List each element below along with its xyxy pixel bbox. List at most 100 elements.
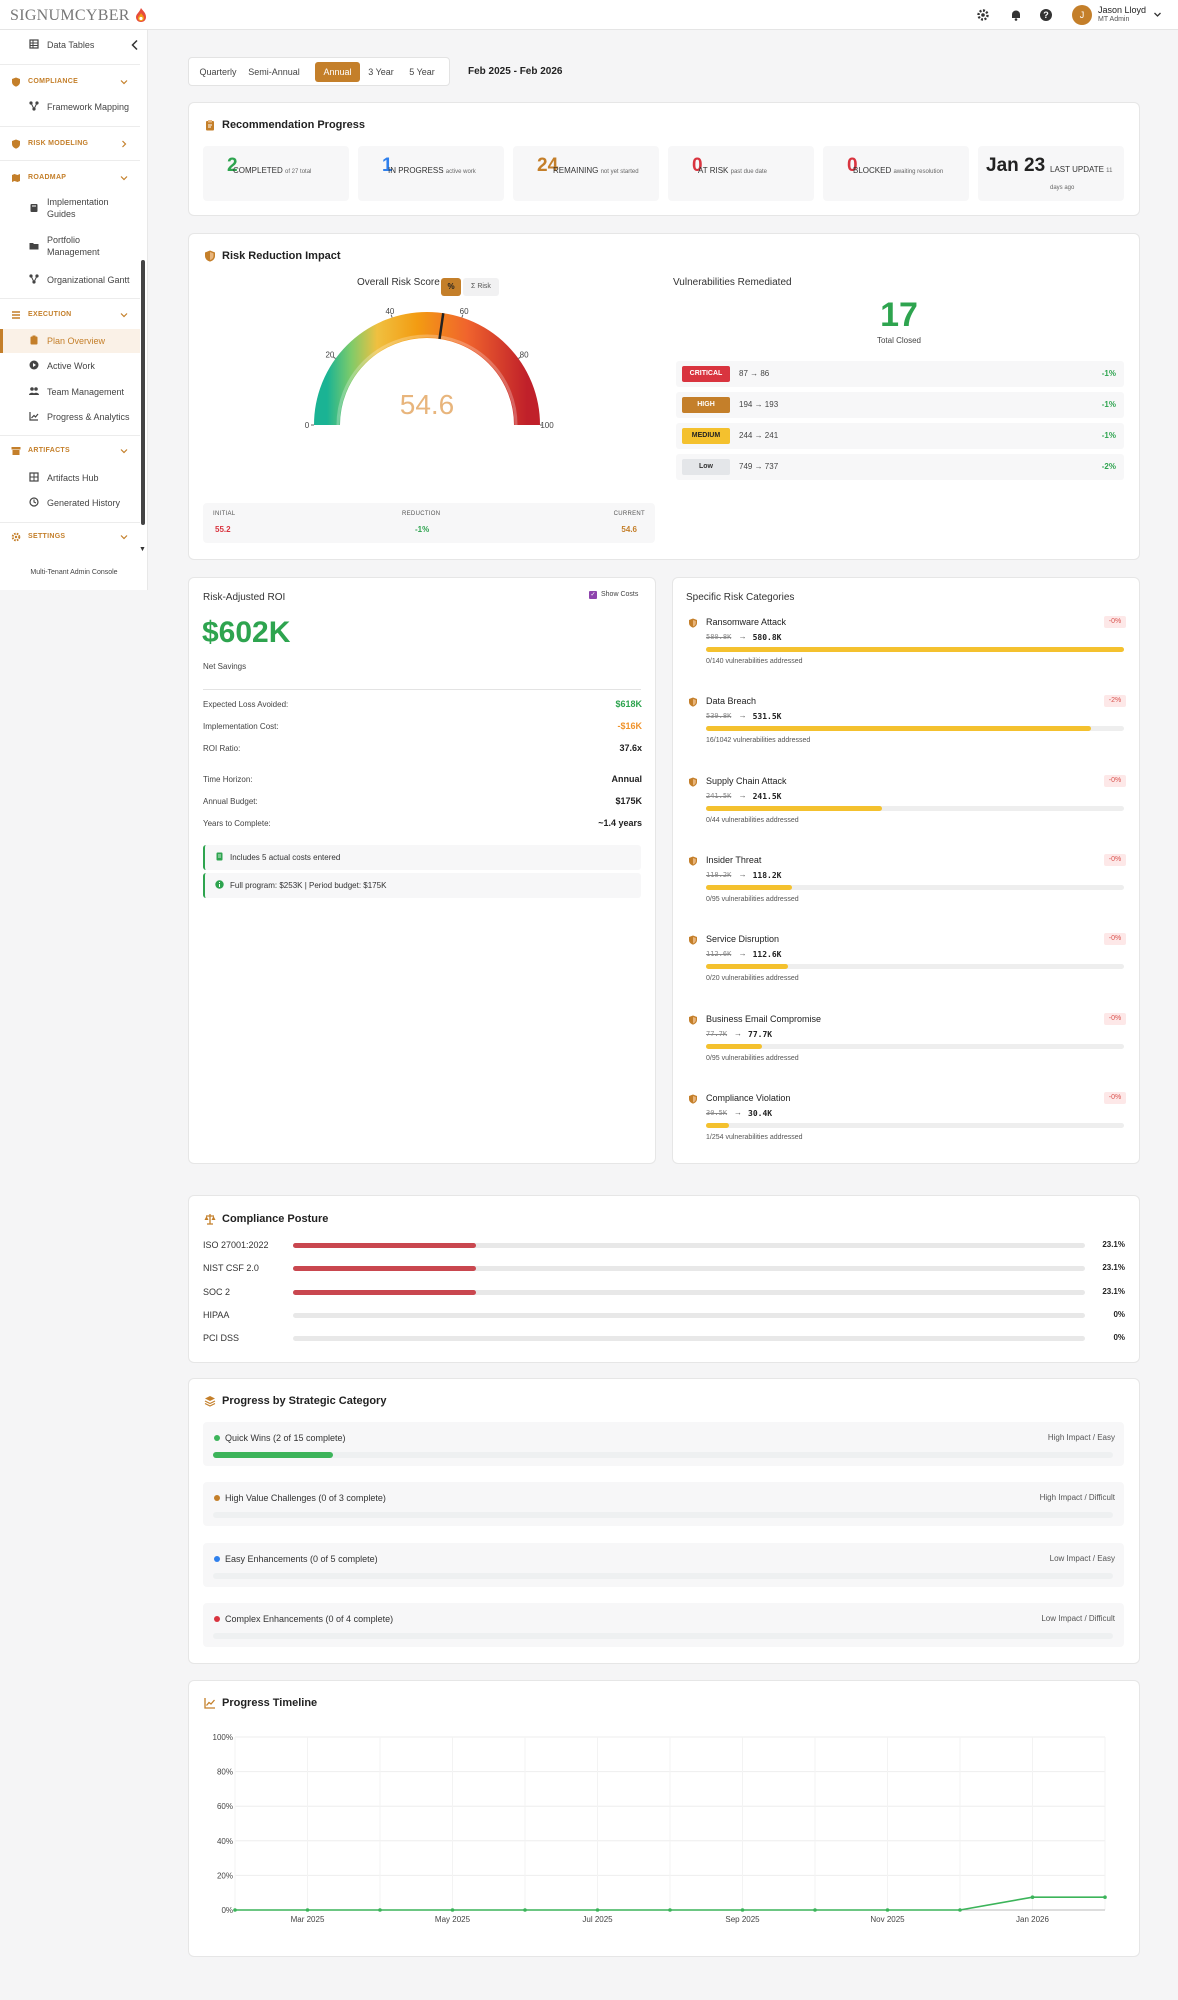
period-3-year-button[interactable]: 3 Year [368, 67, 394, 77]
sidebar-section-risk-modeling[interactable]: RISK MODELING [0, 134, 140, 154]
risk-toggle-button[interactable]: Σ Risk [463, 278, 499, 296]
sidebar-item-framework-mapping[interactable]: Framework Mapping [0, 95, 140, 119]
sidebar-item-progress-analytics[interactable]: Progress & Analytics [0, 405, 140, 429]
sidebar-item-implementation-guides[interactable]: Implementation Guides [0, 194, 140, 222]
divider [0, 298, 140, 299]
risk-category-count: 0/95 vulnerabilities addressed [706, 1054, 799, 1062]
sidebar-item-data-tables[interactable]: Data Tables [0, 33, 140, 57]
risk-categories-card [672, 577, 1140, 1164]
vulnerabilities-total: 17 [880, 296, 918, 334]
gear-icon[interactable] [976, 8, 990, 22]
risk-progress-track [706, 884, 1124, 890]
strategic-tag: Low Impact / Easy [1049, 1553, 1115, 1563]
sidebar-section-artifacts[interactable]: ARTIFACTS [0, 441, 140, 461]
collapse-sidebar-icon[interactable] [130, 39, 140, 51]
data-point [740, 1908, 745, 1912]
roi-row-label: Expected Loss Avoided: [203, 700, 289, 709]
strategic-track [213, 1572, 1113, 1579]
y-tick-label: 20% [217, 1871, 233, 1880]
scroll-down-icon[interactable]: ▼ [139, 546, 146, 553]
vulnerability-change: 749 → 737 [739, 462, 779, 471]
strategic-track [213, 1512, 1113, 1519]
compliance-name: PCI DSS [203, 1333, 240, 1344]
sidebar-item-plan-overview[interactable]: Plan Overview [0, 329, 140, 353]
period-annual-button[interactable]: Annual [315, 62, 360, 82]
sidebar-item-label: Active Work [47, 361, 95, 371]
data-point [378, 1908, 382, 1912]
sidebar-item-organizational-gantt[interactable]: Organizational Gantt [0, 268, 140, 292]
shield-icon [689, 856, 697, 866]
percent-toggle-button[interactable]: % [441, 278, 461, 296]
risk-progress-track [706, 647, 1124, 652]
sidebar-footer: Multi-Tenant Admin Console [30, 569, 118, 576]
risk-progress-track [706, 726, 1124, 732]
risk-category-item: Ransomware Attack -0% 580.8K → 580.8K 0/140 v… [686, 616, 1126, 688]
strategic-tag: High Impact / Difficult [1039, 1493, 1115, 1503]
risk-category-delta: -0% [1104, 1091, 1126, 1104]
costs-note: Includes 5 actual costs entered [203, 845, 641, 870]
checkbox-checked-icon[interactable]: ✓ [589, 591, 597, 599]
sidebar-item-generated-history[interactable]: Generated History [0, 491, 140, 515]
compliance-row: HIPAA 0% [203, 1309, 1125, 1323]
strategic-track [213, 1452, 1113, 1458]
data-point [233, 1908, 237, 1912]
sidebar-item-active-work[interactable]: Active Work [0, 354, 140, 378]
sidebar-section-execution[interactable]: EXECUTION [0, 305, 140, 325]
period-quarterly-button[interactable]: Quarterly [199, 67, 237, 77]
stat-label: LAST UPDATE 11 days ago [1050, 162, 1120, 196]
stat-sub: active work [445, 169, 476, 175]
stat-label-text: IN PROGRESS [388, 166, 446, 175]
gauge-summary: INITIAL 55.2 REDUCTION -1% CURRENT 54.6 [203, 503, 655, 543]
sidebar-section-roadmap[interactable]: ROADMAP [0, 168, 140, 188]
divider [0, 435, 140, 436]
compliance-posture-card [188, 1195, 1140, 1363]
period-semi-annual-button[interactable]: Semi-Annual [248, 67, 300, 77]
sidebar-section-settings[interactable]: SETTINGS [0, 527, 140, 547]
net-savings-label: Net Savings [203, 662, 247, 671]
risk-category-delta: -2% [1104, 695, 1126, 708]
strategic-name: High Value Challenges (0 of 3 complete) [225, 1493, 386, 1504]
show-costs-label: Show Costs [601, 591, 639, 598]
roi-row-label: Time Horizon: [203, 775, 253, 784]
sidebar-item-artifacts-hub[interactable]: Artifacts Hub [0, 466, 140, 490]
gauge-tick-label: 20 [325, 350, 334, 359]
data-point [305, 1908, 310, 1912]
stat-label-text: COMPLETED [233, 166, 286, 175]
sidebar-item-label: Framework Mapping [47, 102, 130, 112]
sidebar-scrollbar[interactable] [141, 260, 145, 525]
clipboard-icon [206, 120, 214, 131]
stat-value: 2 [227, 155, 238, 176]
bell-icon[interactable] [1009, 8, 1023, 22]
risk-old-value: 539.8K [706, 712, 732, 721]
stat-card: 0 AT RISK past due date [668, 146, 814, 201]
shield-icon [689, 618, 697, 628]
sidebar-item-team-management[interactable]: Team Management [0, 380, 140, 404]
compliance-fill [293, 1289, 476, 1295]
sidebar-section-compliance[interactable]: COMPLIANCE [0, 72, 140, 92]
sidebar-item-portfolio-management[interactable]: Portfolio Management [0, 232, 140, 260]
gauge-tick-label: 40 [385, 307, 394, 316]
chevron-down-icon[interactable] [1153, 10, 1162, 19]
shield-icon [12, 77, 20, 87]
sidebar-item-label: Generated History [47, 498, 121, 508]
nodes-icon [29, 274, 39, 284]
info-icon [215, 880, 224, 889]
compliance-row: PCI DSS 0% [203, 1332, 1125, 1346]
reduction-label: REDUCTION [402, 511, 441, 517]
card-title: Risk Reduction Impact [222, 250, 341, 262]
x-tick-label: Sep 2025 [725, 1915, 760, 1924]
help-icon[interactable]: ? [1039, 8, 1053, 22]
card-title: Progress by Strategic Category [222, 1395, 387, 1407]
app-logo[interactable]: SIGNUMCYBER [10, 7, 130, 24]
roi-row-label: Annual Budget: [203, 797, 258, 806]
risk-progress-fill [706, 884, 792, 890]
compliance-percent: 23.1% [1102, 1263, 1125, 1273]
gauge-tick [332, 356, 336, 359]
chart-icon [29, 412, 39, 421]
period-5-year-button[interactable]: 5 Year [409, 67, 435, 77]
grid-icon [29, 472, 39, 482]
avatar[interactable]: J [1072, 5, 1092, 25]
vulnerability-row: HIGH 194 → 193 -1% [676, 392, 1124, 418]
gauge-title: Overall Risk Score [357, 277, 440, 288]
data-point [1103, 1895, 1107, 1899]
